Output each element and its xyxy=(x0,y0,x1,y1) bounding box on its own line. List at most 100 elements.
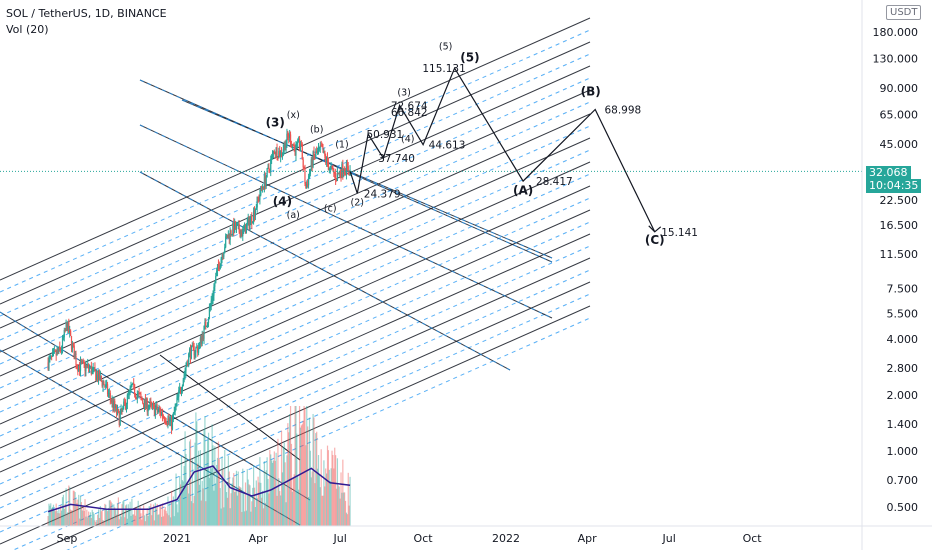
candle-body xyxy=(206,325,208,327)
candle-body xyxy=(83,361,85,364)
volume-bar xyxy=(71,510,74,526)
wave-projection-line[interactable] xyxy=(349,66,656,233)
candle-body xyxy=(115,405,118,414)
ascending-channel-solid[interactable] xyxy=(0,305,591,554)
candle-body xyxy=(262,187,264,189)
ascending-channel-solid[interactable] xyxy=(0,257,591,521)
candle-body xyxy=(243,228,245,230)
volume-bar xyxy=(307,426,309,526)
volume-bar xyxy=(106,509,108,526)
ascending-channel-solid[interactable] xyxy=(0,185,591,449)
volume-bar xyxy=(298,489,300,526)
volume-bar xyxy=(94,520,96,526)
ascending-channel-dashed[interactable] xyxy=(0,293,591,554)
candle-body xyxy=(342,163,344,174)
volume-bar xyxy=(342,459,344,526)
volume-bar xyxy=(200,500,202,526)
candle-body xyxy=(223,252,225,257)
ascending-channel-solid[interactable] xyxy=(0,41,591,305)
volume-bar xyxy=(231,483,233,526)
candle-body xyxy=(111,399,113,402)
candle-body xyxy=(291,144,293,147)
volume-bar xyxy=(97,509,100,526)
candle-body xyxy=(205,322,207,327)
candle-body xyxy=(299,143,302,147)
candle-body xyxy=(241,231,243,237)
descending-channel-a-dashed[interactable] xyxy=(139,171,511,371)
candle-body xyxy=(144,398,147,406)
descending-channel-b-dashed[interactable] xyxy=(139,124,553,319)
wave-label: (c) xyxy=(324,203,337,214)
volume-bar xyxy=(170,490,173,526)
candle-body xyxy=(57,350,59,352)
volume-bar xyxy=(61,497,64,526)
candle-body xyxy=(263,175,266,189)
x-tick-label: Oct xyxy=(414,532,434,545)
candle-body xyxy=(279,151,281,157)
ascending-channel-solid[interactable] xyxy=(0,65,591,329)
volume-bar xyxy=(158,514,160,526)
candle-body xyxy=(228,233,230,240)
candle-body xyxy=(304,168,306,184)
volume-bar xyxy=(174,489,176,526)
volume-bar xyxy=(271,460,273,526)
candle-body xyxy=(171,417,174,430)
ascending-channel-solid[interactable] xyxy=(0,209,591,473)
volume-bar xyxy=(347,472,349,526)
volume-bar xyxy=(213,490,215,526)
ascending-channel-dashed[interactable] xyxy=(0,149,591,413)
volume-bar xyxy=(146,508,148,526)
volume-bar xyxy=(256,498,258,526)
volume-bar xyxy=(344,492,346,526)
volume-bar xyxy=(124,505,127,526)
volume-bar xyxy=(314,483,316,526)
ascending-channel-dashed[interactable] xyxy=(0,317,591,554)
candle-body xyxy=(113,400,115,408)
descending-channel-f[interactable] xyxy=(159,354,301,461)
ascending-channel-solid[interactable] xyxy=(0,89,591,353)
ascending-channel-dashed[interactable] xyxy=(0,173,591,437)
currency-badge[interactable]: USDT xyxy=(886,5,922,20)
candle-body xyxy=(339,171,341,175)
candle-body xyxy=(202,335,204,339)
ascending-channel-dashed[interactable] xyxy=(0,197,591,461)
ascending-channel-dashed[interactable] xyxy=(0,221,591,485)
candle-body xyxy=(126,394,128,404)
ascending-channel-dashed[interactable] xyxy=(0,77,591,341)
volume-bar xyxy=(109,500,111,526)
ascending-channel-dashed[interactable] xyxy=(0,53,591,317)
ascending-channel-dashed[interactable] xyxy=(0,269,591,533)
candle-body xyxy=(343,170,345,174)
ascending-channel-dashed[interactable] xyxy=(0,101,591,365)
ascending-channel-solid[interactable] xyxy=(0,233,591,497)
volume-bar xyxy=(281,472,284,526)
candle-body xyxy=(246,222,248,225)
ascending-channel-solid[interactable] xyxy=(0,281,591,545)
ascending-channel-dashed[interactable] xyxy=(0,29,591,293)
volume-bar xyxy=(264,502,266,526)
ascending-channel-solid[interactable] xyxy=(0,113,591,377)
candle-body xyxy=(252,210,255,223)
candle-body xyxy=(218,265,220,270)
candle-body xyxy=(312,151,314,167)
volume-bar xyxy=(128,508,130,526)
volume-bar xyxy=(145,513,147,526)
volume-bar xyxy=(257,476,259,526)
volume-bar xyxy=(233,473,235,526)
candle-body xyxy=(122,406,124,411)
volume-bar xyxy=(91,509,93,526)
y-tick-label: 65.000 xyxy=(880,108,919,121)
volume-indicator-label[interactable]: Vol (20) xyxy=(6,23,49,36)
y-tick-label: 130.000 xyxy=(873,52,919,65)
ascending-channel-solid[interactable] xyxy=(0,137,591,401)
ascending-channel-dashed[interactable] xyxy=(0,125,591,389)
volume-bar xyxy=(77,499,79,526)
candle-body xyxy=(127,393,129,395)
descending-channel-d-dashed[interactable] xyxy=(181,99,553,259)
candle-body xyxy=(79,365,81,371)
volume-bar xyxy=(81,510,83,526)
candle-body xyxy=(193,346,195,356)
volume-bar xyxy=(142,508,144,526)
